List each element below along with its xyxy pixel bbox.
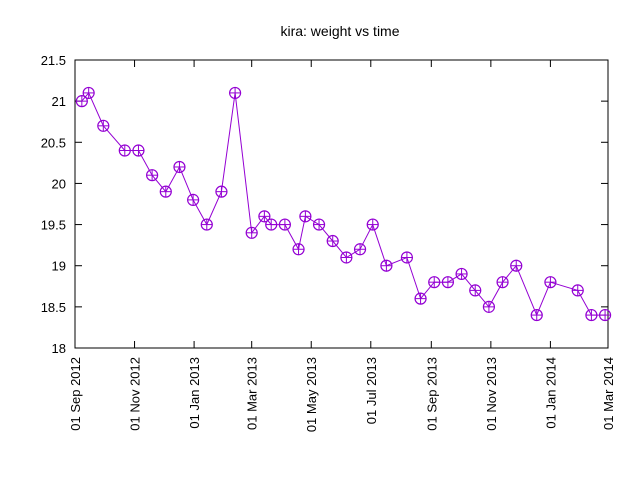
data-point bbox=[228, 86, 242, 100]
data-point bbox=[496, 276, 509, 289]
data-point bbox=[159, 185, 172, 198]
data-point bbox=[75, 95, 88, 108]
data-point bbox=[132, 144, 145, 157]
y-axis: 18 18.5 19 19.5 20 20.5 21 21.5 bbox=[41, 53, 608, 356]
data-point bbox=[510, 259, 523, 272]
data-point bbox=[340, 251, 353, 264]
data-point bbox=[258, 210, 271, 223]
y-tick-label: 19.5 bbox=[41, 218, 66, 233]
data-point bbox=[245, 226, 258, 239]
data-point bbox=[265, 218, 278, 231]
data-point bbox=[414, 292, 427, 305]
data-point bbox=[187, 193, 200, 206]
x-axis: 01 Sep 2012 01 Nov 2012 01 Jan 2013 01 Mar … bbox=[68, 60, 616, 432]
data-point bbox=[215, 185, 228, 198]
data-point bbox=[292, 243, 305, 256]
data-point bbox=[455, 267, 468, 281]
data-point bbox=[441, 276, 455, 289]
series-layer bbox=[75, 86, 612, 322]
data-point bbox=[469, 284, 482, 297]
x-tick-label: 01 Mar 2014 bbox=[601, 357, 616, 430]
y-tick-label: 21.5 bbox=[41, 53, 66, 68]
data-point bbox=[82, 86, 95, 100]
x-tick-label: 01 May 2013 bbox=[304, 357, 319, 432]
data-point bbox=[380, 259, 393, 272]
y-tick-label: 18 bbox=[52, 341, 66, 356]
data-point bbox=[530, 308, 543, 322]
y-tick-label: 21 bbox=[52, 94, 66, 109]
x-tick-label: 01 Jul 2013 bbox=[364, 357, 379, 424]
data-point bbox=[118, 144, 131, 157]
data-point bbox=[571, 284, 584, 297]
y-tick-label: 18.5 bbox=[41, 300, 66, 315]
data-point bbox=[278, 218, 291, 231]
y-tick-label: 20.5 bbox=[41, 135, 66, 150]
data-point bbox=[353, 243, 367, 256]
data-point bbox=[366, 218, 379, 231]
y-tick-label: 19 bbox=[52, 259, 66, 274]
data-point bbox=[326, 234, 339, 248]
series-line bbox=[81, 91, 606, 317]
data-point bbox=[299, 210, 312, 223]
data-point bbox=[312, 218, 326, 231]
x-tick-label: 01 Nov 2013 bbox=[484, 357, 499, 431]
data-point bbox=[173, 160, 186, 174]
x-tick-label: 01 Sep 2013 bbox=[424, 357, 439, 431]
y-tick-label: 20 bbox=[52, 176, 66, 191]
x-tick-label: 01 Mar 2013 bbox=[245, 357, 260, 430]
data-point bbox=[146, 169, 159, 182]
data-point bbox=[200, 218, 213, 231]
x-tick-label: 01 Jan 2013 bbox=[187, 357, 202, 429]
x-tick-label: 01 Jan 2014 bbox=[543, 357, 558, 429]
data-point bbox=[97, 119, 110, 132]
data-point bbox=[544, 276, 557, 289]
data-point bbox=[400, 251, 414, 264]
data-point bbox=[482, 300, 496, 313]
x-tick-label: 01 Sep 2012 bbox=[68, 357, 83, 431]
x-tick-label: 01 Nov 2012 bbox=[128, 357, 143, 431]
data-point bbox=[598, 308, 612, 322]
data-point bbox=[428, 276, 441, 289]
plot-frame bbox=[74, 59, 609, 349]
chart-title: kira: weight vs time bbox=[280, 23, 399, 39]
data-point bbox=[585, 308, 598, 322]
